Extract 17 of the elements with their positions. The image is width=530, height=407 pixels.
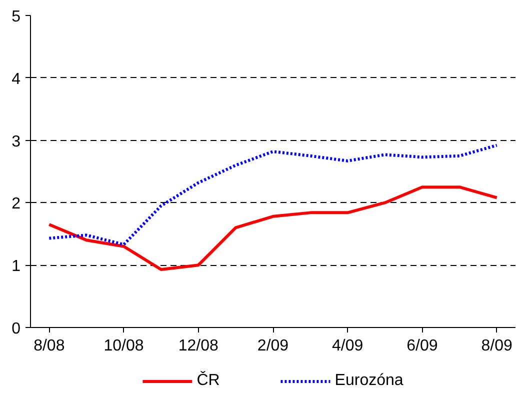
legend-label: ČR [196,372,220,390]
y-tick-label: 4 [12,70,21,88]
x-tick-label: 8/09 [481,338,513,354]
x-tick-label: 4/09 [332,338,364,354]
x-tick-label: 8/08 [34,338,65,354]
y-tick-label: 5 [12,8,21,26]
x-tick-label: 10/08 [104,338,144,354]
y-tick-label: 1 [12,258,21,276]
x-tick-label: 12/08 [178,338,219,354]
x-tick-label: 6/09 [406,338,438,354]
line-series [48,144,498,246]
y-tick-label: 0 [12,320,21,338]
line-series [48,186,498,271]
y-tick-label: 3 [12,133,21,150]
y-tick-label: 2 [12,196,21,213]
legend-label: Eurozóna [334,372,404,390]
x-tick-label: 2/09 [257,338,289,354]
